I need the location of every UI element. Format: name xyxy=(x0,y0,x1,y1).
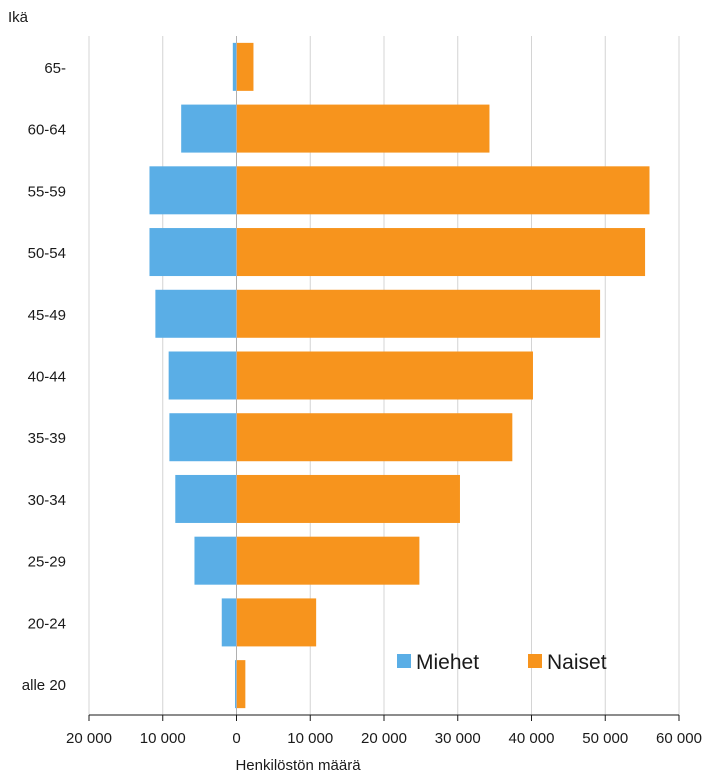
x-tick-label: 60 000 xyxy=(656,730,702,747)
bar-miehet xyxy=(149,228,237,277)
bars xyxy=(149,42,650,709)
bar-naiset xyxy=(236,289,601,338)
bar-naiset xyxy=(236,536,420,585)
y-tick-label: alle 20 xyxy=(22,677,66,694)
bar-naiset xyxy=(236,598,317,647)
x-tick-label: 10 000 xyxy=(140,730,186,747)
bar-miehet xyxy=(149,166,237,215)
bar-miehet xyxy=(194,536,237,585)
bar-miehet xyxy=(232,42,237,91)
x-tick-label: 20 000 xyxy=(66,730,112,747)
x-tick-label: 0 xyxy=(232,730,240,747)
y-tick-label: 55-59 xyxy=(28,183,66,200)
x-tick-label: 10 000 xyxy=(287,730,333,747)
x-tick-label: 50 000 xyxy=(582,730,628,747)
y-tick-label: 40-44 xyxy=(28,369,66,386)
x-ticks: 20 000 10 000 0 10 000 20 000 30 000 40 000 50 … xyxy=(66,715,702,747)
x-tick-label: 30 000 xyxy=(435,730,481,747)
bar-miehet xyxy=(221,598,237,647)
bar-naiset xyxy=(236,166,650,215)
y-tick-label: 65- xyxy=(44,60,66,77)
bar-naiset xyxy=(236,228,646,277)
x-axis-title: Henkilöstön määrä xyxy=(235,757,361,774)
bar-miehet xyxy=(175,474,237,523)
bar-naiset xyxy=(236,474,460,523)
y-tick-label: 60-64 xyxy=(28,122,66,139)
legend-swatch-naiset xyxy=(528,654,542,668)
bar-miehet xyxy=(235,660,237,709)
bar-naiset xyxy=(236,660,246,709)
y-tick-label: 30-34 xyxy=(28,492,66,509)
bar-miehet xyxy=(168,351,237,400)
legend-label-naiset: Naiset xyxy=(547,651,607,674)
bar-naiset xyxy=(236,104,490,153)
bar-naiset xyxy=(236,351,533,400)
bar-naiset xyxy=(236,413,513,462)
bar-miehet xyxy=(155,289,237,338)
bar-naiset xyxy=(236,42,254,91)
legend-swatch-miehet xyxy=(397,654,411,668)
x-tick-label: 20 000 xyxy=(361,730,407,747)
y-tick-label: 20-24 xyxy=(28,615,66,632)
y-tick-labels: 65- 60-64 55-59 50-54 45-49 40-44 35-39 30-34 25… xyxy=(22,60,66,694)
bar-miehet xyxy=(169,413,237,462)
x-tick-label: 40 000 xyxy=(509,730,555,747)
y-tick-label: 25-29 xyxy=(28,554,66,571)
y-tick-label: 35-39 xyxy=(28,430,66,447)
y-tick-label: 45-49 xyxy=(28,307,66,324)
legend-label-miehet: Miehet xyxy=(416,651,479,674)
y-axis-title: Ikä xyxy=(8,9,29,26)
bar-miehet xyxy=(181,104,237,153)
legend: Miehet Naiset xyxy=(397,651,607,674)
y-tick-label: 50-54 xyxy=(28,245,66,262)
